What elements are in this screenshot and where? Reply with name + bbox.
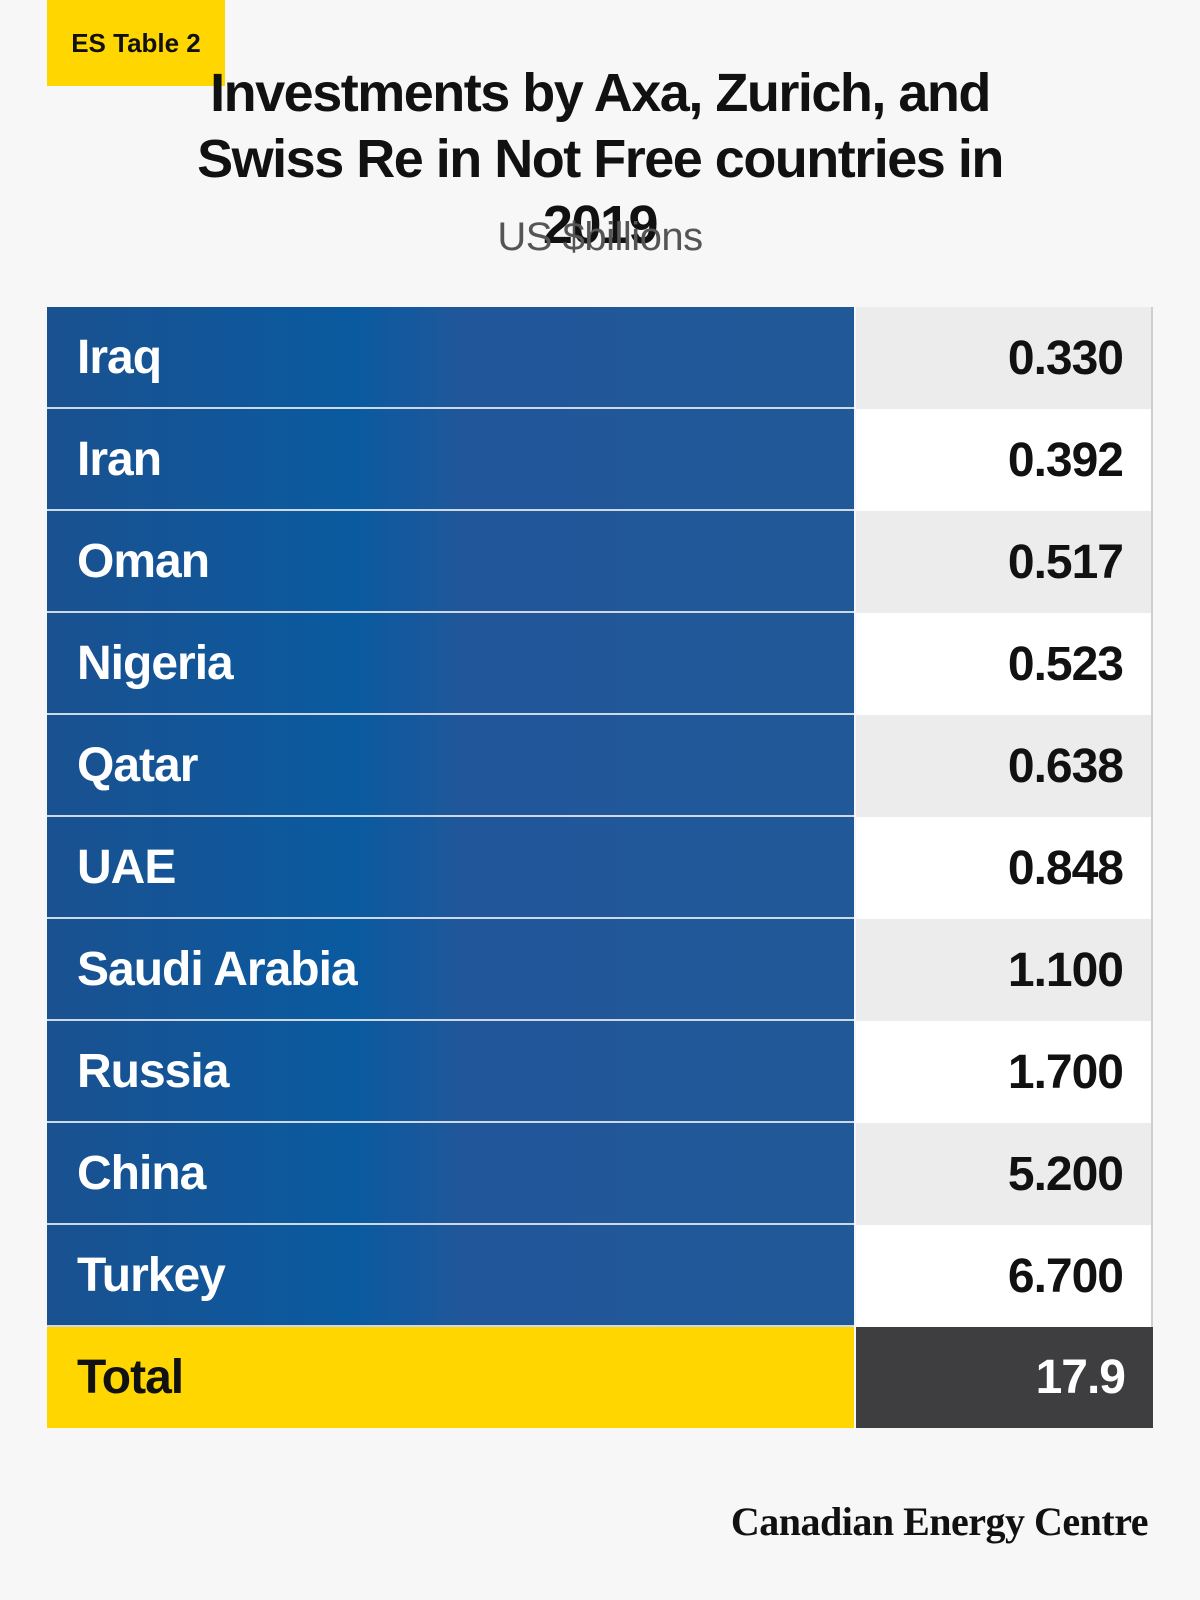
table-row: Qatar 0.638 xyxy=(47,715,1153,817)
country-label: Iraq xyxy=(47,307,854,409)
table-row: China 5.200 xyxy=(47,1123,1153,1225)
country-label: Russia xyxy=(47,1021,854,1123)
country-label: Saudi Arabia xyxy=(47,919,854,1021)
chart-title-line-1: Investments by Axa, Zurich, and xyxy=(210,63,991,123)
country-label-text: Iraq xyxy=(77,330,162,384)
country-label: UAE xyxy=(47,817,854,919)
total-label: Total xyxy=(47,1327,854,1428)
chart-subtitle: US $billions xyxy=(497,215,703,259)
investment-value: 1.100 xyxy=(856,919,1153,1021)
table-row: UAE 0.848 xyxy=(47,817,1153,919)
table-row: Nigeria 0.523 xyxy=(47,613,1153,715)
country-label: Qatar xyxy=(47,715,854,817)
total-row: Total 17.9 xyxy=(47,1327,1153,1428)
total-label-text: Total xyxy=(77,1351,184,1404)
chart-title: Investments by Axa, Zurich, and Swiss Re… xyxy=(150,60,1050,258)
table-body: Iraq 0.330 Iran 0.392 Oman 0.517 Nigeria 0.523 Q… xyxy=(47,307,1153,1327)
investment-value: 0.517 xyxy=(856,511,1153,613)
investment-value: 0.848 xyxy=(856,817,1153,919)
country-label-text: Turkey xyxy=(77,1248,226,1302)
country-label-text: Iran xyxy=(77,432,162,486)
country-label: Nigeria xyxy=(47,613,854,715)
country-label-text: Saudi Arabia xyxy=(77,942,358,996)
investment-value: 0.638 xyxy=(856,715,1153,817)
table-row: Turkey 6.700 xyxy=(47,1225,1153,1327)
country-label-text: Russia xyxy=(77,1044,229,1098)
investment-value: 6.700 xyxy=(856,1225,1153,1327)
chart-title-line-2: Swiss Re in Not Free countries in 2019 xyxy=(197,129,1004,255)
table-row: Iraq 0.330 xyxy=(47,307,1153,409)
investment-value: 0.392 xyxy=(856,409,1153,511)
investment-value: 5.200 xyxy=(856,1123,1153,1225)
country-label-text: Oman xyxy=(77,534,210,588)
data-table: Iraq 0.330 Iran 0.392 Oman 0.517 Nigeria 0.523 Q… xyxy=(47,307,1153,1428)
table-row: Russia 1.700 xyxy=(47,1021,1153,1123)
total-value: 17.9 xyxy=(856,1327,1153,1428)
investment-value: 0.523 xyxy=(856,613,1153,715)
table-row: Saudi Arabia 1.100 xyxy=(47,919,1153,1021)
investment-value: 1.700 xyxy=(856,1021,1153,1123)
country-label: Oman xyxy=(47,511,854,613)
country-label: Turkey xyxy=(47,1225,854,1327)
investment-value: 0.330 xyxy=(856,307,1153,409)
country-label-text: Qatar xyxy=(77,738,198,792)
country-label-text: UAE xyxy=(77,840,176,894)
table-row: Iran 0.392 xyxy=(47,409,1153,511)
country-label: Iran xyxy=(47,409,854,511)
table-row: Oman 0.517 xyxy=(47,511,1153,613)
publisher-logo: Canadian Energy Centre xyxy=(730,1499,1149,1544)
country-label: China xyxy=(47,1123,854,1225)
country-label-text: China xyxy=(77,1146,206,1200)
table-badge: ES Table 2 xyxy=(47,0,225,86)
country-label-text: Nigeria xyxy=(77,636,234,690)
